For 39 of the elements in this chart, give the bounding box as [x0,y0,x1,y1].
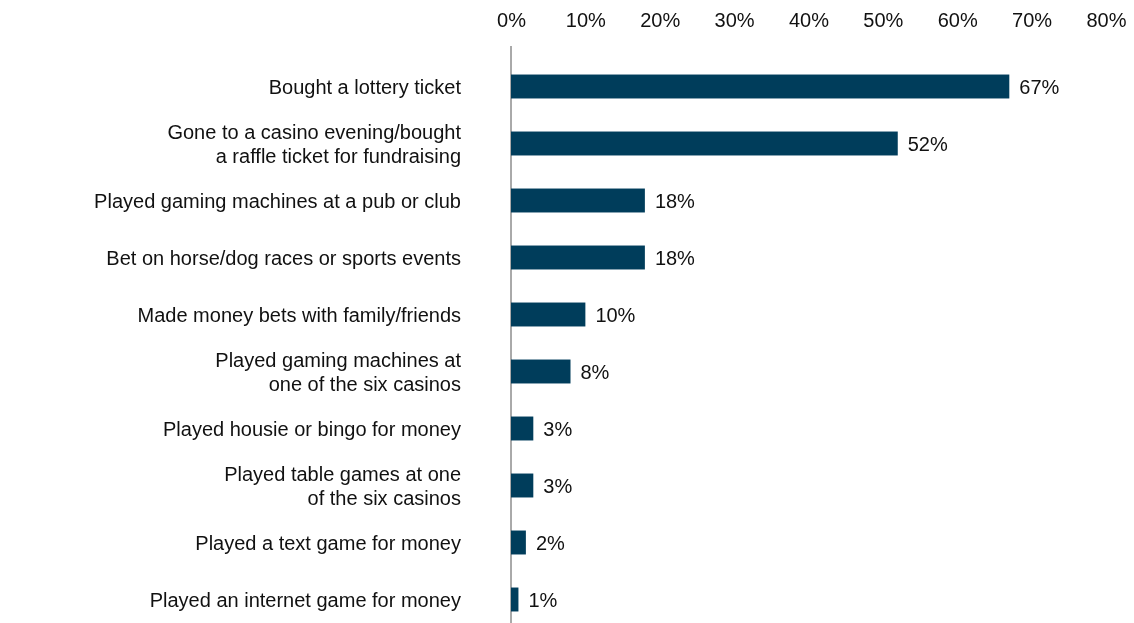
data-label: 3% [543,417,573,440]
y-tick-label: Played a text game for money [195,531,461,554]
data-label: 52% [907,132,948,155]
bar [511,416,534,441]
x-tick-label: 40% [788,9,830,31]
x-tick-label: 50% [863,9,904,31]
y-tick-label: Played an internet game for money [149,588,461,611]
y-tick-label: Made money bets with family/friends [137,303,461,326]
x-tick-label: 80% [1086,9,1127,31]
bar [511,587,519,612]
x-tick-label: 10% [565,9,607,31]
y-tick-label: Played gaming machines at a pub or club [94,189,461,212]
x-tick-label: 60% [937,9,978,31]
x-tick-label: 30% [714,9,755,31]
y-tick-label: Played housie or bingo for money [163,417,461,440]
data-label: 3% [543,474,573,497]
x-tick-label: 70% [1012,9,1053,31]
data-label: 2% [535,531,565,554]
data-label: 1% [528,588,558,611]
data-label: 10% [595,303,636,326]
bar [511,188,645,213]
y-tick-label: Bought a lottery ticket [268,75,462,98]
bar [511,74,1010,99]
bar [511,473,534,498]
data-label: 67% [1019,75,1060,98]
data-label: 8% [580,360,610,383]
bar [511,245,645,270]
data-label: 18% [654,246,696,269]
y-tick-label: Played gaming machines at one of the six casinos [215,348,462,395]
y-tick-label: Gone to a casino evening/bought a raffle ticket for fundraising [167,120,462,167]
bar [511,131,898,156]
data-label: 18% [654,189,696,212]
bar [511,530,526,555]
x-tick-label: 20% [640,9,681,31]
y-tick-label: Bet on horse/dog races or sports events [106,246,461,269]
y-tick-label: Played table games at one of the six casinos [224,462,461,509]
x-tick-label: 0% [497,9,527,31]
bar [511,302,586,327]
bar [511,359,571,384]
